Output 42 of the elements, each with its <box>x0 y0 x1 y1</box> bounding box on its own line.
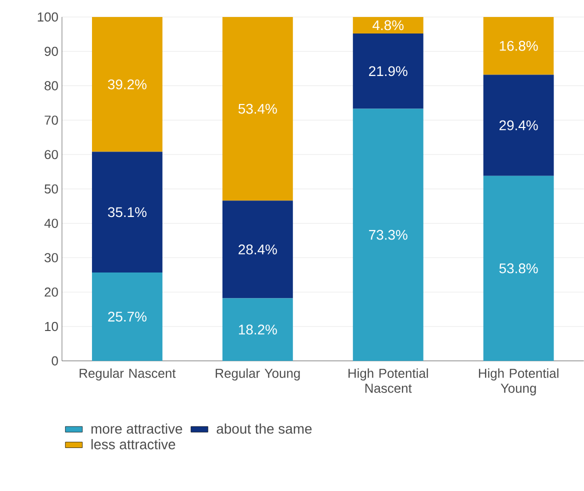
y-tick-label: 80 <box>44 81 58 90</box>
y-tick-label: 20 <box>44 288 58 297</box>
bar <box>352 17 424 34</box>
bar <box>92 152 162 273</box>
x-tick-label: High Potential Young <box>478 368 558 396</box>
legend-label: more attractive <box>91 424 182 434</box>
data-label: 39.2% <box>108 80 146 90</box>
bar <box>92 17 162 152</box>
data-label: 28.4% <box>238 244 277 254</box>
y-tick-label: 50 <box>44 184 58 194</box>
data-label: 16.8% <box>500 41 538 51</box>
data-label: 21.9% <box>369 66 408 76</box>
data-label: 53.4% <box>238 104 277 114</box>
data-label: 29.4% <box>500 120 538 130</box>
x-tick-label: Regular Young <box>216 368 300 381</box>
data-label: 4.8% <box>372 20 404 30</box>
legend-label: less attractive <box>91 439 176 450</box>
x-tick-label: High Potential Nascent <box>348 368 428 393</box>
bar <box>92 272 162 361</box>
bar <box>352 108 424 361</box>
y-tick-label: 40 <box>44 218 58 228</box>
y-tick-label: 10 <box>45 322 58 332</box>
data-label: 53.8% <box>499 264 538 274</box>
bar <box>222 17 293 201</box>
bar <box>222 200 293 298</box>
bar <box>352 34 424 109</box>
data-label: 18.2% <box>238 324 277 335</box>
y-tick-label: 30 <box>44 253 58 262</box>
bar <box>483 74 554 176</box>
data-label: 73.3% <box>369 230 408 240</box>
data-label: 25.7% <box>108 312 146 322</box>
y-tick-label: 100 <box>38 12 58 22</box>
data-label: 35.1% <box>108 207 146 218</box>
y-tick-label: 0 <box>52 356 58 366</box>
bar <box>483 176 554 361</box>
y-tick-label: 70 <box>44 116 58 125</box>
y-tick-label: 90 <box>44 46 58 56</box>
x-tick-label: Regular Nascent <box>80 368 176 381</box>
y-tick-label: 60 <box>44 150 58 160</box>
bar <box>222 298 293 361</box>
legend-label: about the same <box>216 424 312 434</box>
bar <box>483 17 554 75</box>
